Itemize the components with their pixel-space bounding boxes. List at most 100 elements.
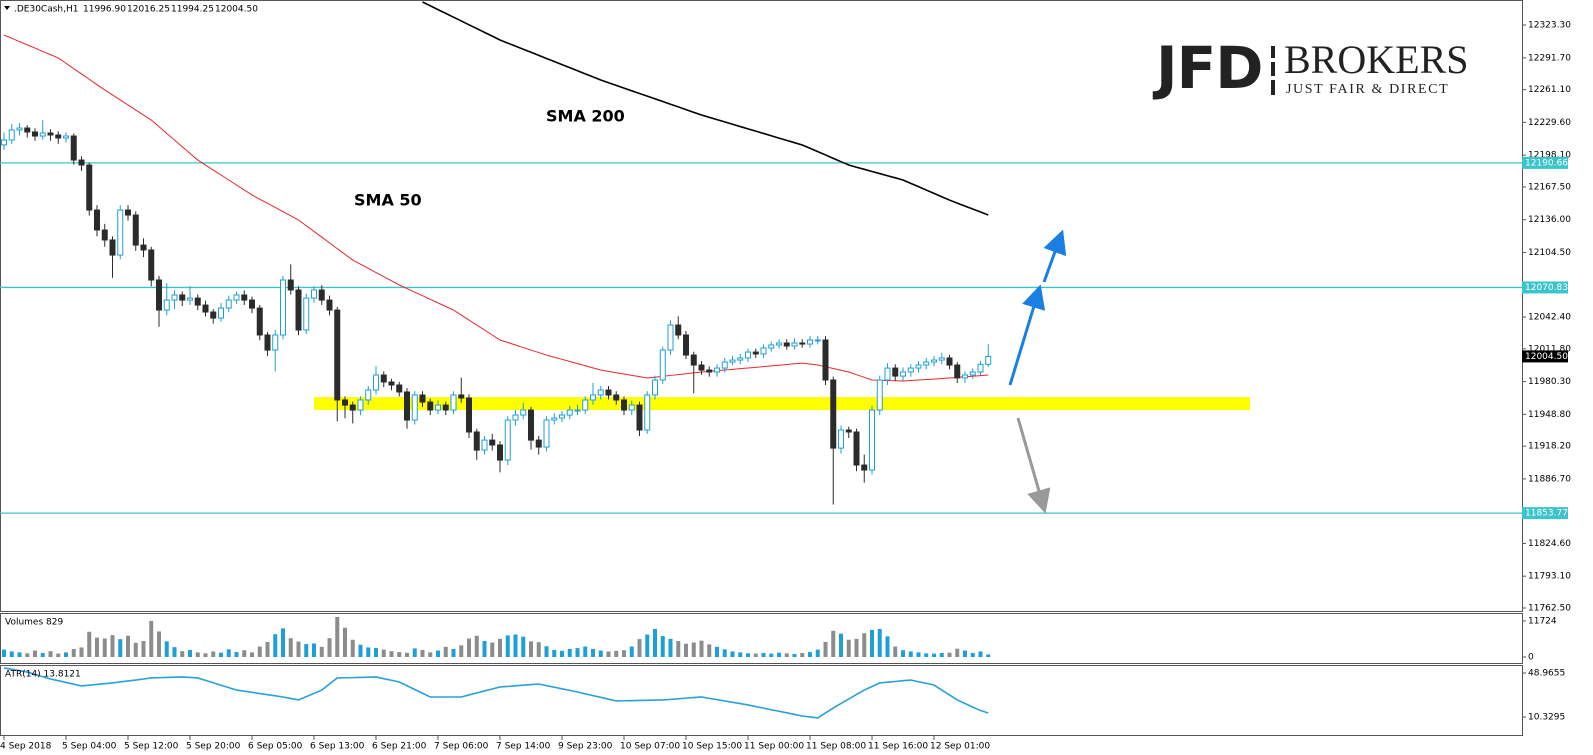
volume-bar [738,652,743,657]
volume-bar [40,653,45,657]
volume-bar [916,652,921,657]
candle-body [8,129,15,141]
logo-bar [1271,46,1275,58]
candle-body [931,359,937,363]
candle-body [481,439,488,451]
candle-body [241,294,248,301]
menu-triangle [4,6,10,10]
candle-body [698,364,705,371]
volume-bar [327,638,332,657]
volume-bar [25,653,30,657]
volume-bar [335,617,340,657]
volume-bar [412,648,417,657]
candle-body [365,389,372,401]
volume-bar [71,649,76,657]
candle-body [117,209,124,256]
candle-body [721,361,728,369]
x-tick-label: 6 Sep 05:00 [248,742,303,752]
candle-body [109,239,116,256]
volume-bar [560,650,564,657]
volume-bar [405,652,409,657]
level-label: 12190.66 [1525,158,1568,168]
candle-body [458,394,465,399]
ohlc-close: 12004.50 [215,5,258,15]
volume-bar [893,646,898,657]
candle-body [419,394,426,403]
volume-bar [877,629,882,657]
volume-bar [389,651,394,657]
volume-bar [436,650,440,657]
x-tick-label: 6 Sep 13:00 [310,742,365,752]
volume-bar [56,653,61,657]
candle-body [745,351,751,359]
candle-body [636,404,643,431]
candle-body [295,289,302,331]
volume-bar [459,645,464,657]
y-tick-label: 12011.80 [1528,344,1571,354]
candle-body [86,164,93,211]
volume-bar [366,647,371,657]
volume-bar [17,652,22,657]
down-arrow [1016,417,1051,514]
volume-bar [815,649,820,657]
candle-body [380,374,387,383]
candle-body [838,429,844,449]
x-tick-label: 5 Sep 20:00 [186,742,241,752]
x-tick-label: 9 Sep 23:00 [558,742,613,752]
candle-body [683,334,689,356]
volume-bar [753,653,758,657]
volume-bar [343,627,347,657]
candle-body [225,299,232,309]
volume-bar [133,642,138,657]
volume-bar [234,652,239,657]
volume-bar [947,652,952,657]
ohlc-high: 12016.25 [127,5,170,15]
volume-bar [699,640,704,657]
volume-bar [250,652,254,657]
volume-bar [614,650,619,657]
candle-body [272,334,279,351]
volume-bar [598,650,603,657]
candle-body [946,357,953,366]
candle-body [256,307,263,336]
volume-bar [257,646,262,657]
volume-bar [792,653,797,657]
volume-bar [149,620,154,657]
volume-bar [296,641,301,657]
volume-bar [219,652,223,657]
candle-body [334,309,341,401]
volume-bar [730,651,735,657]
candle-body [582,399,589,411]
volume-bar [273,634,278,657]
candle-body [32,131,38,137]
volume-bar [746,653,750,657]
volume-bar [195,652,200,657]
candle-body [125,209,131,216]
volume-bar [467,638,471,657]
volume-bar [808,652,812,657]
volume-bar [87,631,92,657]
volume-bar [939,653,944,657]
volume-bar [141,641,146,657]
candle-body [559,414,565,419]
volume-bar [924,653,929,657]
volume-bar [33,650,37,657]
volume-bar [668,638,673,657]
candle-body [752,351,759,355]
candle-body [156,279,162,311]
volume-bar [498,638,502,657]
volume-bar [157,631,161,657]
indicator-title: ATR(14) 13.8121 [5,670,81,680]
candle-body [318,289,325,301]
x-tick-label: 10 Sep 15:00 [682,742,742,752]
volume-bar [118,639,123,657]
candle-body [404,391,410,421]
y-tick-label: 12042.40 [1528,313,1571,323]
candle-body [140,244,147,251]
y-tick-label: 12136.00 [1528,215,1571,225]
level-label-box [1522,507,1568,520]
level-label-box [1522,281,1568,294]
volume-bar [397,652,402,657]
candle-body [132,214,139,246]
candle-body [768,344,775,349]
